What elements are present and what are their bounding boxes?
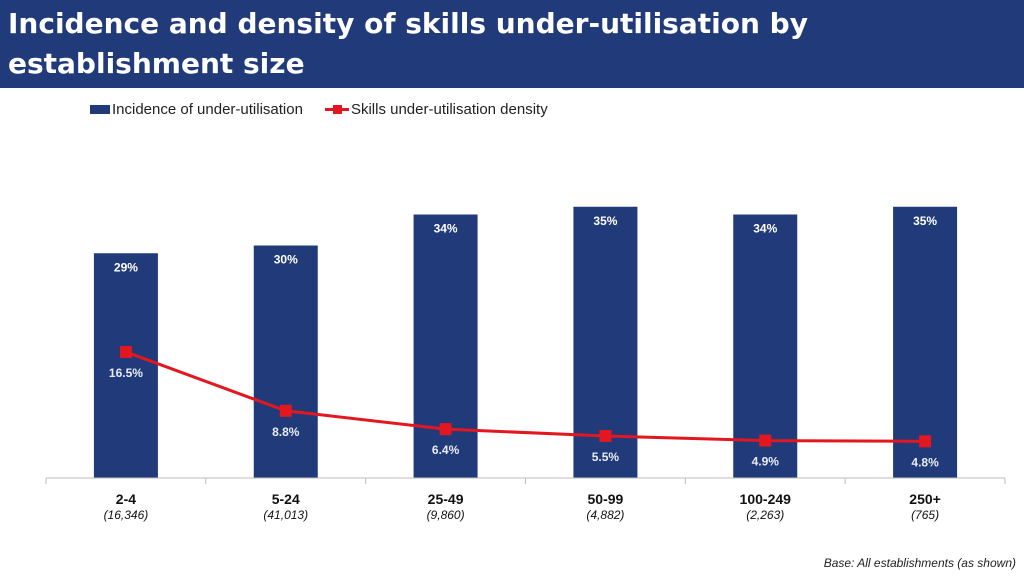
- density-point-5-24: [279, 404, 292, 417]
- density-value-label: 6.4%: [432, 443, 460, 457]
- bar-value-label: 30%: [274, 253, 298, 267]
- x-tick-label: 250+: [909, 491, 941, 507]
- chart-title: Incidence and density of skills under-ut…: [8, 7, 808, 80]
- bar-25-49: [413, 214, 478, 478]
- x-base-label: (765): [911, 508, 939, 522]
- x-base-label: (4,882): [586, 508, 624, 522]
- density-point-25-49: [439, 423, 452, 436]
- bar-250+: [893, 206, 958, 478]
- legend-item-incidence: Incidence of under-utilisation: [90, 101, 303, 118]
- base-note: Base: All establishments (as shown): [823, 556, 1016, 570]
- bar-value-label: 34%: [753, 222, 777, 236]
- density-value-label: 4.8%: [911, 455, 939, 469]
- legend-line-swatch: [324, 104, 349, 114]
- title-banner: Incidence and density of skills under-ut…: [0, 0, 1024, 88]
- x-base-label: (2,263): [746, 508, 784, 522]
- x-tick-label: 50-99: [588, 491, 624, 507]
- density-point-50-99: [599, 430, 612, 442]
- legend: Incidence of under-utilisation Skills un…: [90, 99, 570, 119]
- x-base-label: (16,346): [104, 508, 149, 522]
- legend-bar-swatch: [90, 104, 110, 114]
- bar-5-24: [253, 245, 318, 478]
- density-value-label: 8.8%: [272, 425, 300, 439]
- density-point-250+: [919, 435, 932, 448]
- density-value-label: 5.5%: [592, 450, 620, 464]
- bar-2-4: [93, 253, 158, 478]
- legend-label-incidence: Incidence of under-utilisation: [112, 100, 303, 118]
- x-tick-label: 25-49: [428, 491, 464, 507]
- x-base-label: (41,013): [263, 508, 308, 522]
- density-value-label: 4.9%: [752, 455, 780, 469]
- bar-100-249: [733, 214, 798, 478]
- density-value-label: 16.5%: [109, 366, 143, 380]
- x-base-label: (9,860): [427, 508, 465, 522]
- legend-item-density: Skills under-utilisation density: [324, 100, 548, 118]
- density-line: [125, 350, 926, 443]
- legend-label-density: Skills under-utilisation density: [350, 100, 548, 118]
- x-tick-label: 2-4: [116, 491, 136, 507]
- bar-value-label: 35%: [913, 214, 937, 228]
- bar-value-label: 34%: [434, 222, 458, 236]
- x-tick-label: 5-24: [272, 491, 300, 507]
- bar-value-label: 29%: [114, 260, 138, 274]
- bar-value-label: 35%: [593, 214, 617, 228]
- density-point-2-4: [119, 346, 132, 358]
- density-point-100-249: [759, 434, 772, 447]
- x-tick-label: 100-249: [740, 491, 792, 507]
